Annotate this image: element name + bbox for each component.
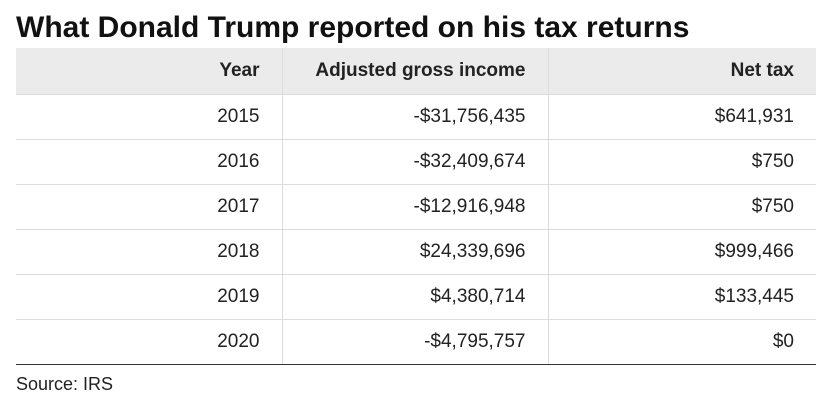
cell-adjusted-gross-income: -$4,795,757	[281, 318, 548, 365]
cell-adjusted-gross-income: -$12,916,948	[281, 183, 548, 229]
cell-year: 2018	[16, 228, 282, 274]
table-row: 2020 -$4,795,757 $0	[16, 318, 816, 365]
table-row: 2016 -$32,409,674 $750	[16, 138, 816, 184]
table-row: 2019 $4,380,714 $133,445	[16, 273, 816, 319]
cell-year: 2015	[16, 93, 282, 139]
cell-net-tax: $750	[547, 183, 816, 229]
tax-table-container: Year Adjusted gross income Net tax 2015 …	[16, 48, 816, 365]
table-header-row: Year Adjusted gross income Net tax	[16, 48, 816, 94]
table-body: 2015 -$31,756,435 $641,931 2016 -$32,409…	[16, 93, 816, 365]
cell-year: 2019	[16, 273, 282, 319]
cell-adjusted-gross-income: $4,380,714	[281, 273, 548, 319]
table-row: 2018 $24,339,696 $999,466	[16, 228, 816, 274]
cell-adjusted-gross-income: $24,339,696	[281, 228, 548, 274]
chart-title: What Donald Trump reported on his tax re…	[16, 11, 690, 44]
tax-table: Year Adjusted gross income Net tax 2015 …	[16, 48, 816, 365]
column-header-year: Year	[16, 48, 282, 94]
cell-year: 2020	[16, 318, 282, 365]
cell-adjusted-gross-income: -$32,409,674	[281, 138, 548, 184]
cell-net-tax: $0	[547, 318, 816, 365]
cell-year: 2016	[16, 138, 282, 184]
cell-adjusted-gross-income: -$31,756,435	[281, 93, 548, 139]
table-row: 2017 -$12,916,948 $750	[16, 183, 816, 229]
column-header-adjusted-gross-income: Adjusted gross income	[281, 48, 548, 94]
cell-net-tax: $641,931	[547, 93, 816, 139]
source-note: Source: IRS	[16, 374, 114, 394]
column-header-net-tax: Net tax	[547, 48, 816, 94]
cell-year: 2017	[16, 183, 282, 229]
cell-net-tax: $999,466	[547, 228, 816, 274]
cell-net-tax: $750	[547, 138, 816, 184]
table-row: 2015 -$31,756,435 $641,931	[16, 93, 816, 139]
cell-net-tax: $133,445	[547, 273, 816, 319]
